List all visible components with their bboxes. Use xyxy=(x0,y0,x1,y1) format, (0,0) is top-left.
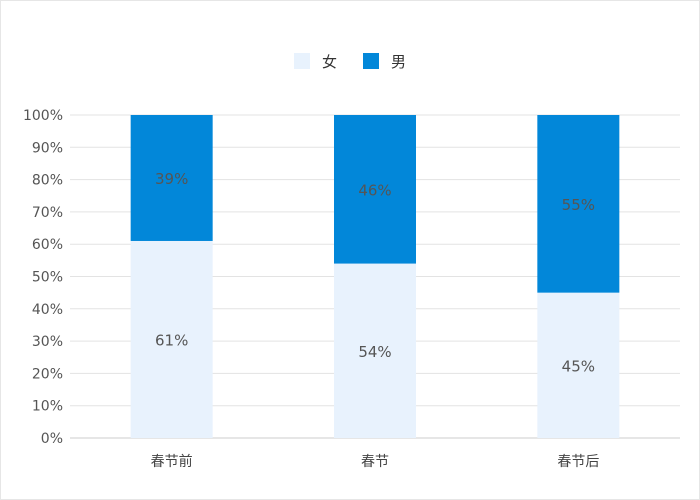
x-tick-label: 春节后 xyxy=(557,454,599,470)
data-label: 55% xyxy=(562,196,595,214)
bar-segment xyxy=(130,115,213,241)
y-tick-label: 90% xyxy=(32,140,63,156)
y-tick-label: 50% xyxy=(32,270,63,286)
y-tick-label: 20% xyxy=(32,366,63,382)
legend-label-female: 女 xyxy=(321,52,337,71)
y-tick-label: 100% xyxy=(23,108,63,124)
legend-swatch-female xyxy=(293,53,310,69)
legend-swatch-male xyxy=(363,53,379,69)
y-tick-label: 40% xyxy=(32,302,63,318)
y-tick-label: 80% xyxy=(32,173,63,189)
data-label: 54% xyxy=(358,343,391,361)
data-label: 45% xyxy=(562,357,595,375)
x-tick-label: 春节 xyxy=(361,454,389,470)
y-tick-label: 10% xyxy=(32,399,63,415)
bar-segment xyxy=(334,263,416,438)
data-label: 61% xyxy=(155,331,188,349)
bar-segment xyxy=(334,115,416,264)
data-label: 46% xyxy=(358,181,391,199)
bar-segment xyxy=(537,115,620,293)
y-tick-label: 70% xyxy=(32,205,63,221)
legend-item-male: 男 xyxy=(363,51,406,72)
legend-item-female: 女 xyxy=(293,51,337,72)
y-tick-label: 0% xyxy=(41,431,63,447)
y-tick-label: 60% xyxy=(32,237,63,253)
bar-segment xyxy=(130,240,213,438)
legend: 女 男 xyxy=(0,50,700,72)
bar-segment xyxy=(537,292,620,438)
data-label: 39% xyxy=(155,170,188,188)
legend-label-male: 男 xyxy=(391,52,407,71)
y-tick-label: 30% xyxy=(32,334,63,350)
x-tick-label: 春节前 xyxy=(151,453,193,470)
